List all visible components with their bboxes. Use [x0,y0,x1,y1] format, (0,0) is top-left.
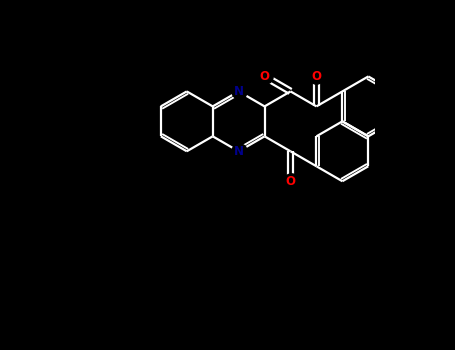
Text: N: N [233,85,243,98]
Text: O: O [285,175,295,188]
Text: O: O [259,70,269,83]
Text: N: N [233,145,243,158]
Text: O: O [311,70,321,83]
